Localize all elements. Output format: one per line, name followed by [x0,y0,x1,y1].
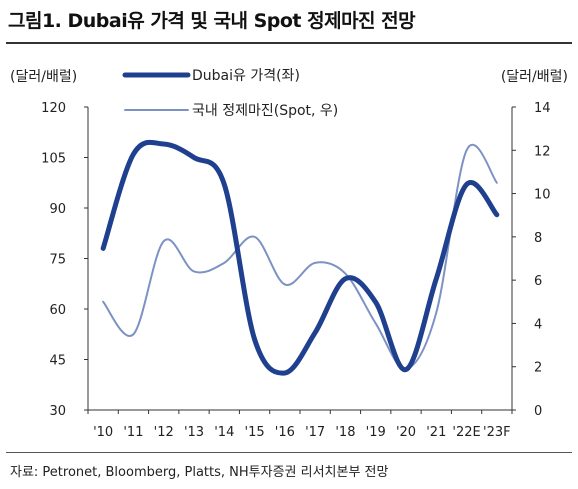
left-tick-label: 105 [41,152,66,167]
right-tick-label: 10 [534,188,551,203]
right-axis-unit: (달러/배럴) [500,69,568,85]
right-tick-label: 12 [534,144,551,159]
x-tick-label: '15 [245,425,265,440]
x-tick-label: '13 [184,425,204,440]
x-tick-label: '23F [483,425,511,440]
right-tick-label: 8 [534,231,542,246]
left-tick-label: 30 [49,404,66,419]
right-tick-label: 6 [534,274,542,289]
left-tick-label: 90 [49,202,66,217]
x-tick-label: '17 [305,425,325,440]
title-divider [6,42,572,44]
x-tick-label: '11 [123,425,143,440]
left-tick-label: 120 [41,101,66,116]
x-tick-label: '18 [335,425,355,440]
source-divider [6,452,572,453]
left-tick-label: 75 [49,253,66,268]
x-tick-label: '22E [452,425,480,440]
right-tick-label: 2 [534,361,542,376]
legend-margin-label: 국내 정제마진(Spot, 우) [192,103,338,119]
x-tick-label: '21 [426,425,446,440]
x-tick-label: '16 [275,425,295,440]
legend-dubai-label: Dubai유 가격(좌) [192,68,300,84]
source-note: 자료: Petronet, Bloomberg, Platts, NH투자증권 … [10,465,389,480]
right-tick-label: 4 [534,317,542,332]
left-tick-label: 60 [49,303,66,318]
dubai-price-line [100,139,500,376]
right-tick-label: 0 [534,404,542,419]
chart-axes: 30 45 60 75 90 105 120 0 2 4 6 8 10 12 14 '10 '11 '12 '13 '… [41,101,550,440]
chart-series [100,139,500,376]
x-tick-label: '20 [396,425,416,440]
chart-title: 그림1. Dubai유 가격 및 국내 Spot 정제마진 전망 [8,10,416,32]
x-tick-label: '12 [154,425,174,440]
chart-legend: Dubai유 가격(좌) 국내 정제마진(Spot, 우) [122,68,338,119]
x-tick-label: '19 [366,425,386,440]
refining-margin-line [102,143,498,370]
right-tick-label: 14 [534,101,551,116]
x-tick-label: '10 [93,425,113,440]
left-tick-label: 45 [49,354,66,369]
x-tick-label: '14 [214,425,234,440]
line-chart: 30 45 60 75 90 105 120 0 2 4 6 8 10 12 14 '10 '11 '12 '13 '… [41,68,550,440]
left-axis-unit: (달러/배럴) [10,69,78,85]
